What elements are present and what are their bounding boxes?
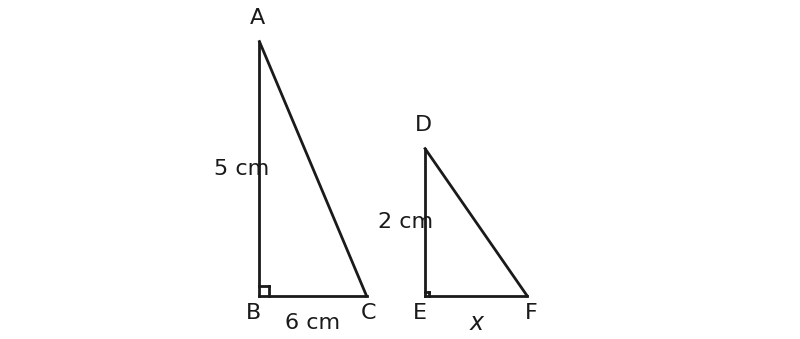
Text: C: C bbox=[361, 303, 376, 323]
Text: B: B bbox=[246, 303, 262, 323]
Text: 6 cm: 6 cm bbox=[286, 313, 341, 333]
Text: F: F bbox=[525, 303, 538, 323]
Text: 2 cm: 2 cm bbox=[378, 212, 434, 232]
Text: A: A bbox=[250, 8, 266, 28]
Text: 5 cm: 5 cm bbox=[214, 159, 270, 179]
Text: D: D bbox=[415, 115, 432, 135]
Text: E: E bbox=[413, 303, 426, 323]
Text: x: x bbox=[470, 311, 483, 335]
